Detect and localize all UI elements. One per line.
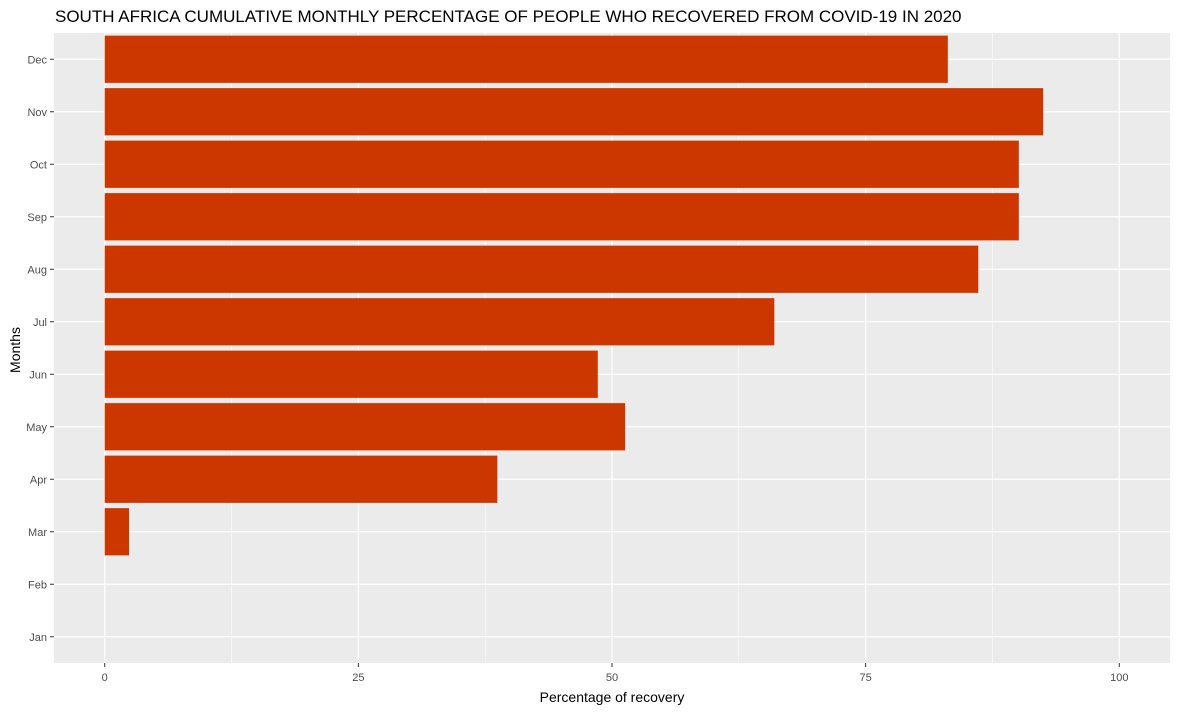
y-tick-label: Jun bbox=[29, 369, 47, 381]
x-tick-label: 75 bbox=[860, 672, 872, 684]
bars bbox=[104, 35, 1044, 556]
y-axis-title: Months bbox=[7, 327, 23, 373]
y-tick-label: Mar bbox=[28, 527, 47, 539]
chart-title: SOUTH AFRICA CUMULATIVE MONTHLY PERCENTA… bbox=[55, 7, 962, 26]
x-axis: 0 25 50 75 100 bbox=[102, 663, 1128, 684]
y-tick-label: Apr bbox=[30, 474, 47, 486]
bar-dec bbox=[104, 35, 948, 83]
bar-sep bbox=[104, 193, 1019, 241]
bar-jul bbox=[104, 298, 775, 346]
bar-jun bbox=[104, 350, 598, 398]
x-tick-label: 50 bbox=[606, 672, 618, 684]
y-tick-label: May bbox=[26, 422, 47, 434]
minor-gridlines bbox=[231, 33, 993, 663]
bar-mar bbox=[104, 508, 130, 556]
bar-nov bbox=[104, 88, 1044, 136]
bar-may bbox=[104, 403, 626, 451]
y-tick-label: Jan bbox=[29, 632, 47, 644]
y-tick-label: Oct bbox=[30, 159, 47, 171]
y-tick-label: Sep bbox=[27, 212, 47, 224]
bar-oct bbox=[104, 140, 1019, 188]
y-axis: Jan Feb Mar Apr May Jun Jul Aug Sep Oct Nov Dec bbox=[26, 54, 54, 644]
x-tick-label: 25 bbox=[352, 672, 364, 684]
y-tick-label: Jul bbox=[33, 317, 47, 329]
y-tick-label: Aug bbox=[27, 264, 47, 276]
x-axis-title: Percentage of recovery bbox=[540, 689, 685, 705]
bar-aug bbox=[104, 245, 979, 293]
x-tick-label: 0 bbox=[102, 672, 108, 684]
x-tick-label: 100 bbox=[1110, 672, 1128, 684]
y-tick-label: Feb bbox=[28, 579, 47, 591]
y-tick-label: Dec bbox=[27, 54, 47, 66]
bar-apr bbox=[104, 455, 498, 503]
y-tick-label: Nov bbox=[27, 107, 47, 119]
